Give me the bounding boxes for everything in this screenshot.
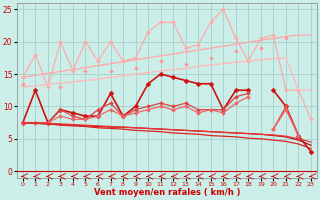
X-axis label: Vent moyen/en rafales ( km/h ): Vent moyen/en rafales ( km/h ) xyxy=(94,188,240,197)
